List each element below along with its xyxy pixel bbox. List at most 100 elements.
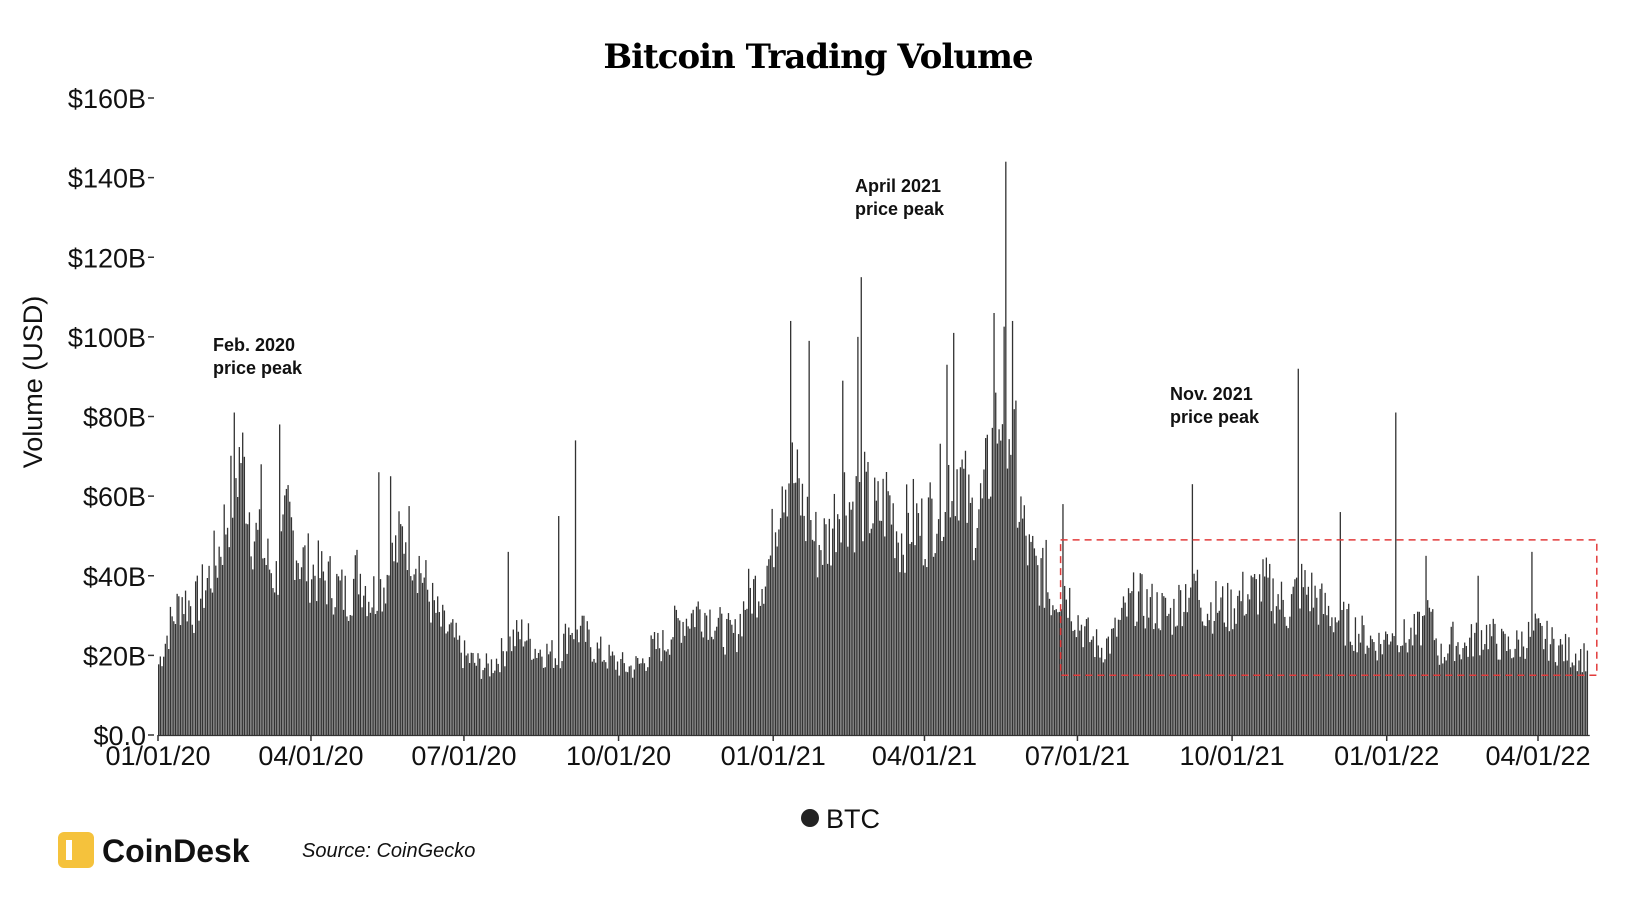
bar: [255, 522, 257, 735]
bar: [1479, 655, 1481, 735]
bar: [1230, 589, 1232, 735]
bar: [756, 617, 758, 735]
bar: [909, 543, 911, 735]
bar: [258, 509, 261, 735]
bar: [684, 635, 686, 735]
bar: [660, 661, 662, 735]
bar: [687, 626, 689, 735]
bar: [327, 561, 330, 735]
x-tick-label: 07/01/21: [1025, 741, 1130, 771]
bar: [1196, 569, 1199, 735]
bar: [1336, 622, 1338, 735]
bar: [1003, 326, 1005, 735]
bar: [855, 476, 857, 735]
bar: [489, 676, 491, 735]
annotation-text: price peak: [1170, 407, 1260, 427]
bar: [830, 565, 832, 735]
bar: [1248, 599, 1251, 735]
bar: [1185, 584, 1187, 735]
bar: [800, 515, 802, 735]
bar: [532, 658, 535, 735]
bar: [428, 601, 430, 735]
bar: [1482, 649, 1484, 735]
bar: [877, 481, 879, 735]
bar: [405, 542, 407, 735]
bar: [376, 610, 378, 735]
bar: [161, 666, 163, 735]
bar: [991, 427, 994, 735]
bar: [1153, 629, 1155, 735]
bar: [378, 472, 380, 735]
bar: [862, 541, 864, 735]
bar: [1104, 659, 1106, 735]
bar: [1114, 617, 1116, 735]
bar: [805, 541, 807, 735]
bar: [171, 616, 173, 735]
bar: [1467, 656, 1469, 735]
bar: [744, 609, 746, 735]
bar: [1042, 547, 1044, 735]
bar: [727, 613, 730, 735]
bar: [1526, 648, 1528, 735]
bar: [1331, 617, 1333, 735]
bar: [1302, 587, 1304, 735]
bar: [993, 312, 995, 735]
annotation-text: April 2021: [855, 176, 941, 196]
bar: [309, 602, 311, 735]
bar: [1149, 597, 1152, 735]
bar: [1388, 644, 1390, 735]
y-tick-label: $140B: [68, 164, 146, 194]
bar: [1416, 611, 1419, 735]
bar: [1048, 598, 1051, 735]
bar: [339, 580, 341, 735]
bar: [613, 655, 615, 735]
bar: [573, 639, 575, 735]
bar: [1203, 625, 1205, 735]
bar: [425, 560, 427, 735]
bar: [1035, 555, 1037, 735]
bar: [1337, 620, 1340, 735]
bar: [223, 504, 225, 735]
bar: [406, 570, 409, 735]
bar: [934, 553, 936, 735]
bar: [1198, 599, 1200, 735]
bar: [480, 678, 483, 735]
bar: [1137, 591, 1140, 735]
bar: [221, 564, 224, 735]
bar: [954, 516, 957, 735]
bar: [699, 609, 701, 735]
bar: [1131, 591, 1133, 735]
bar: [1578, 660, 1580, 735]
annotation-text: price peak: [213, 358, 303, 378]
bar: [1220, 597, 1222, 735]
bar: [665, 651, 667, 735]
bar: [625, 671, 627, 735]
bar: [596, 642, 599, 735]
bar: [753, 579, 755, 735]
bar: [828, 518, 830, 735]
bar: [307, 533, 309, 735]
bar: [650, 635, 652, 735]
bar: [304, 545, 306, 735]
bar: [1027, 565, 1029, 735]
bar: [1549, 644, 1552, 735]
bar: [1253, 574, 1256, 735]
bar: [1343, 601, 1345, 735]
bar: [393, 561, 395, 735]
bar: [964, 450, 967, 735]
bar: [164, 643, 167, 735]
bar: [816, 577, 819, 735]
bar: [1457, 642, 1459, 735]
bar: [465, 655, 467, 735]
bar: [356, 549, 358, 735]
bar: [554, 658, 556, 735]
bar: [884, 536, 886, 735]
bar: [931, 498, 933, 735]
bar: [1047, 592, 1049, 735]
bar: [551, 640, 553, 735]
bar: [1385, 631, 1387, 735]
bar: [946, 364, 948, 735]
bar: [213, 530, 215, 735]
bar: [346, 616, 348, 735]
